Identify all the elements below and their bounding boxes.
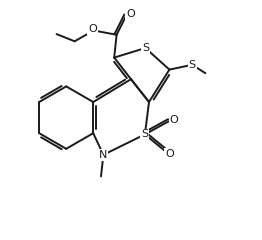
Text: S: S bbox=[141, 129, 149, 139]
Text: S: S bbox=[142, 43, 149, 53]
Text: N: N bbox=[99, 150, 108, 160]
Text: O: O bbox=[165, 149, 174, 159]
Text: O: O bbox=[126, 9, 135, 19]
Text: O: O bbox=[88, 24, 97, 34]
Text: O: O bbox=[170, 115, 179, 125]
Text: S: S bbox=[189, 60, 196, 70]
